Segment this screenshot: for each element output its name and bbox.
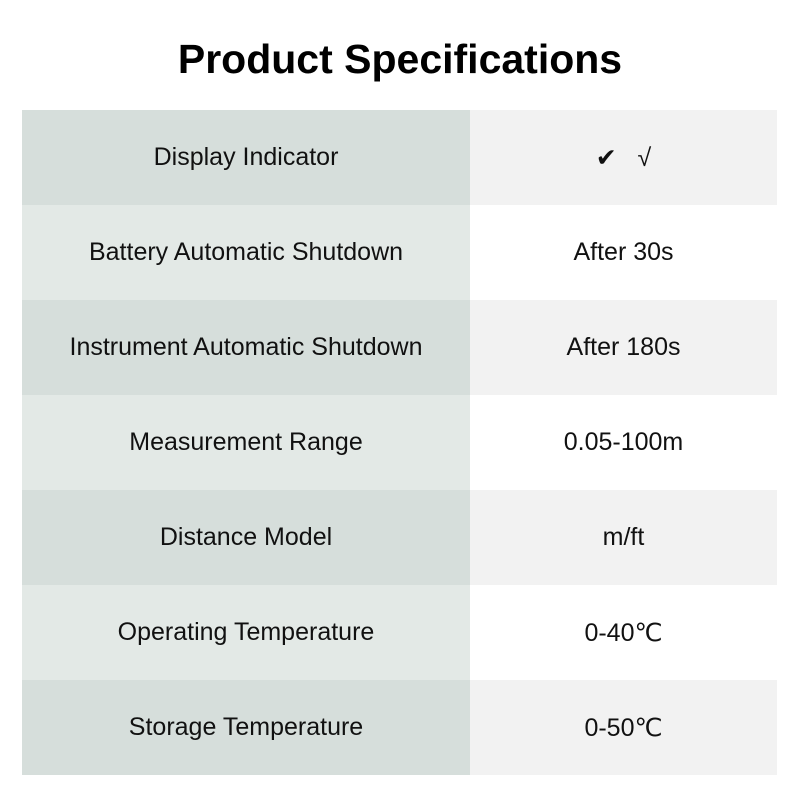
spec-value: 0.05-100m — [470, 395, 777, 490]
spec-label: Storage Temperature — [22, 680, 470, 775]
spec-value: ✔ √ — [470, 110, 777, 205]
page-title: Product Specifications — [177, 36, 623, 82]
spec-label: Display Indicator — [22, 110, 470, 205]
table-row: Battery Automatic Shutdown After 30s — [22, 205, 777, 300]
table-row: Storage Temperature 0-50℃ — [22, 680, 777, 775]
spec-label: Measurement Range — [22, 395, 470, 490]
table-row: Operating Temperature 0-40℃ — [22, 585, 777, 680]
table-row: Display Indicator ✔ √ — [22, 110, 777, 205]
spec-table: Display Indicator ✔ √ Battery Automatic … — [22, 110, 777, 775]
spec-value: m/ft — [470, 490, 777, 585]
spec-label: Distance Model — [22, 490, 470, 585]
table-row: Distance Model m/ft — [22, 490, 777, 585]
spec-value: 0-50℃ — [470, 680, 777, 775]
spec-value: 0-40℃ — [470, 585, 777, 680]
spec-value: After 180s — [470, 300, 777, 395]
table-row: Instrument Automatic Shutdown After 180s — [22, 300, 777, 395]
spec-label: Battery Automatic Shutdown — [22, 205, 470, 300]
spec-value: After 30s — [470, 205, 777, 300]
spec-label: Instrument Automatic Shutdown — [22, 300, 470, 395]
spec-label: Operating Temperature — [22, 585, 470, 680]
table-row: Measurement Range 0.05-100m — [22, 395, 777, 490]
